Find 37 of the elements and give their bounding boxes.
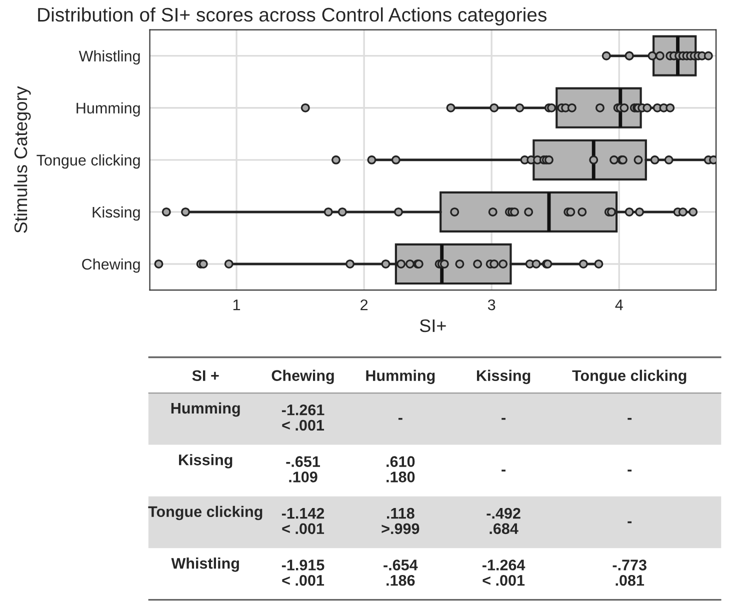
text: SI + <box>192 370 219 382</box>
x-axis-title: SI+ <box>420 319 446 332</box>
category-label: Kissing <box>179 454 232 468</box>
text: - <box>628 521 632 524</box>
category-label: Humming <box>171 402 240 417</box>
text: - <box>398 418 402 420</box>
category-label: Whistling <box>171 558 239 572</box>
category-label: Humming <box>366 370 435 384</box>
category-label: Kissing <box>476 370 530 384</box>
x-tick-label: 4 <box>615 300 623 310</box>
y-tick-label: Chewing <box>82 258 140 273</box>
y-axis-title: Stimulus Category <box>14 86 31 233</box>
text: -1.142 < .001 <box>282 508 324 534</box>
y-tick-label: Kissing <box>92 206 140 221</box>
text: -1.264 < .001 <box>482 560 526 586</box>
text: -.773 .081 <box>612 560 646 586</box>
text: - <box>628 418 632 420</box>
text: .118 >.999 <box>382 508 420 534</box>
y-tick-label: Tongue clicking <box>36 154 140 169</box>
x-tick-label: 2 <box>360 299 368 310</box>
text: - <box>502 470 506 472</box>
x-tick-label: 3 <box>488 299 496 310</box>
text: -.654 .186 <box>384 560 418 586</box>
text: -.651 .109 <box>286 456 320 482</box>
x-tick-label: 1 <box>233 300 240 310</box>
category-label: Tongue clicking <box>572 370 686 384</box>
text: -.492 .684 <box>486 508 520 534</box>
category-label: Chewing <box>272 370 334 384</box>
text: -1.261 < .001 <box>282 404 324 431</box>
text: -1.915 < .001 <box>282 560 324 586</box>
text: - <box>502 418 506 420</box>
y-tick-label: Whistling <box>78 50 140 65</box>
chart-title: Distribution of SI+ scores across Control Actions categories <box>38 7 546 26</box>
text: .610 .180 <box>386 456 415 482</box>
category-label: Tongue clicking <box>148 506 262 520</box>
text: - <box>628 470 632 472</box>
y-tick-label: Humming <box>76 102 140 117</box>
